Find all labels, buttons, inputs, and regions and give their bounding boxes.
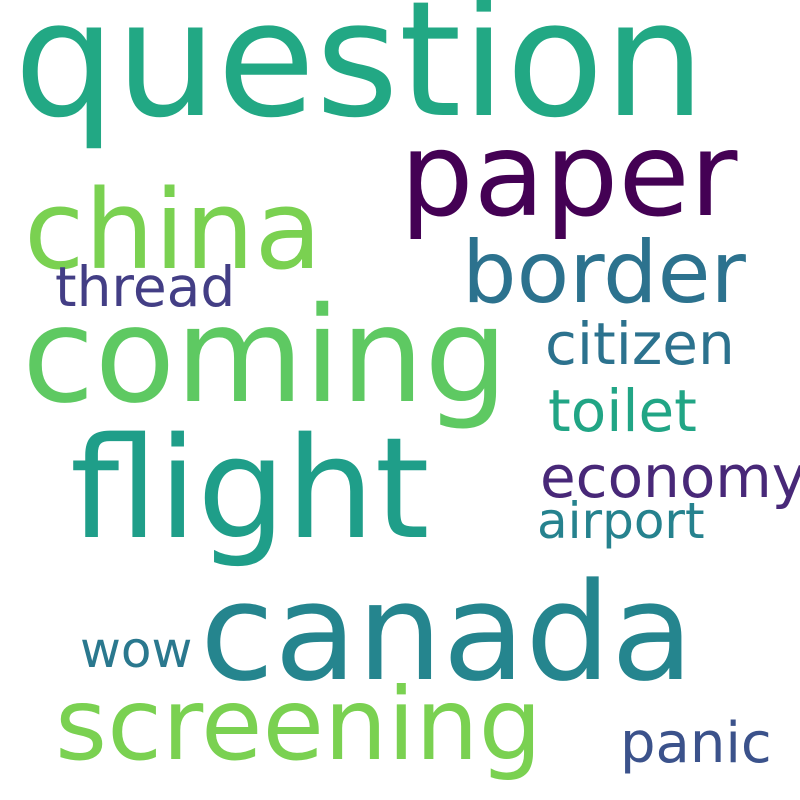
word-flight: flight bbox=[70, 408, 430, 571]
word-panic: panic bbox=[620, 711, 772, 776]
word-screening: screening bbox=[55, 666, 543, 783]
word-paper: paper bbox=[400, 108, 738, 243]
word-canada: canada bbox=[200, 554, 694, 711]
word-economy: economy bbox=[540, 443, 800, 511]
word-thread: thread bbox=[55, 255, 236, 319]
word-citizen: citizen bbox=[545, 310, 735, 378]
word-toilet: toilet bbox=[548, 377, 697, 445]
word-coming: coming bbox=[22, 279, 509, 433]
word-border: border bbox=[462, 223, 746, 323]
word-wow: wow bbox=[80, 621, 193, 679]
word-china: china bbox=[24, 166, 322, 294]
word-airport: airport bbox=[537, 492, 705, 550]
word-question: question bbox=[14, 0, 706, 153]
